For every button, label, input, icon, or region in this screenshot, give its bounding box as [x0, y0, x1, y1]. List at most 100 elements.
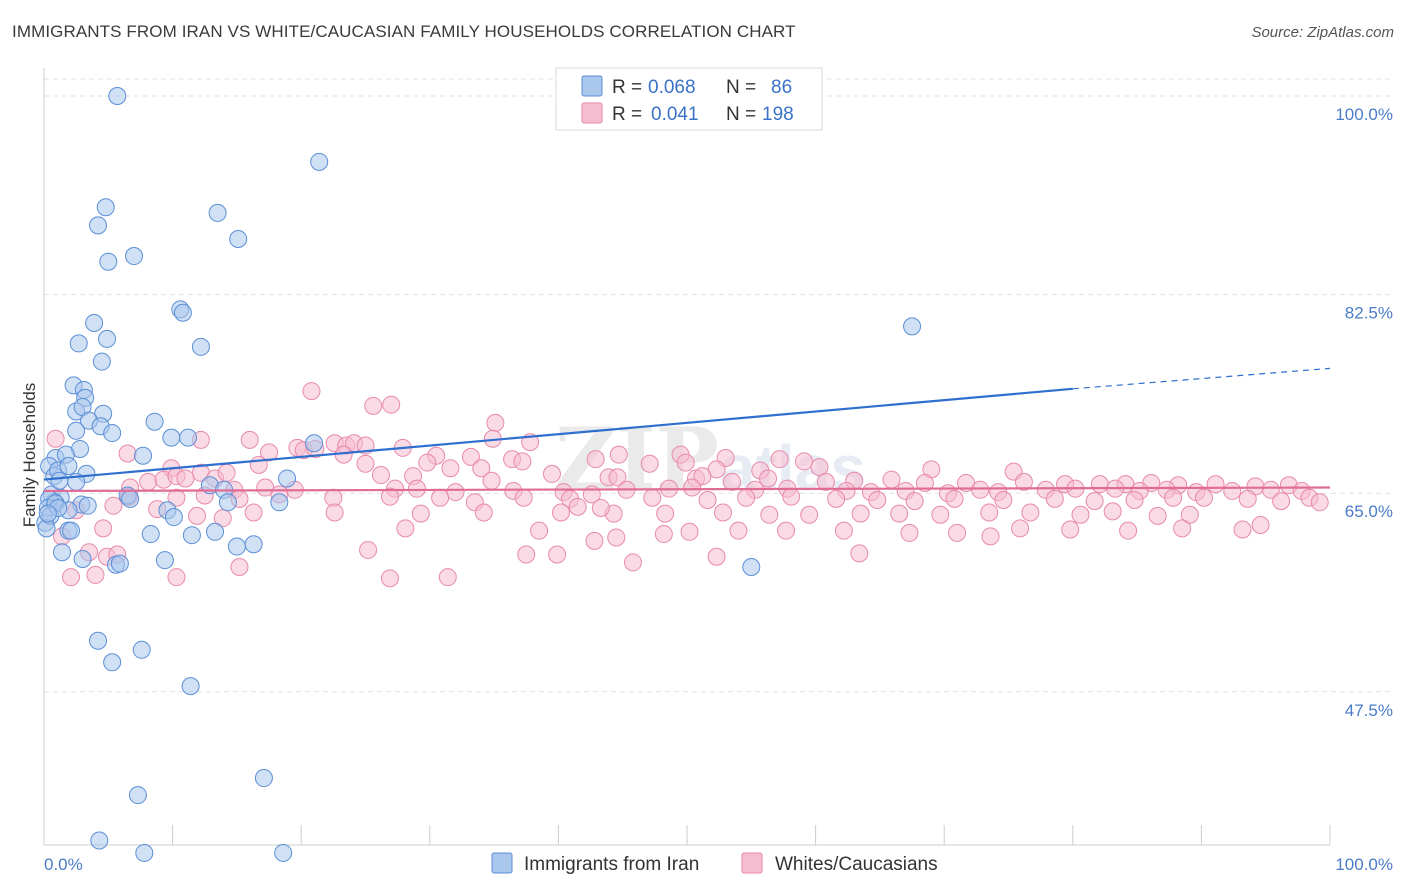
whites-point [244, 503, 263, 522]
whites-point [795, 452, 814, 471]
whites-point [260, 443, 279, 462]
whites-point [514, 488, 533, 507]
whites-point [1103, 502, 1122, 521]
whites-point [104, 496, 123, 515]
iran-point [134, 446, 153, 465]
whites-point [723, 472, 742, 491]
iran-point [53, 543, 72, 562]
legend-r-label-iran: R = [612, 77, 642, 98]
bottom-legend-label-whites: Whites/Caucasians [775, 854, 938, 875]
whites-point [707, 547, 726, 566]
legend-n-label-whites: N = [726, 104, 756, 125]
iran-point [182, 526, 201, 545]
y-tick-label: 100.0% [1335, 105, 1393, 124]
whites-point [890, 504, 909, 523]
whites-point [737, 488, 756, 507]
whites-point [1125, 491, 1144, 510]
whites-point [900, 523, 919, 542]
iran-point [278, 469, 297, 488]
whites-point [325, 503, 344, 522]
iran-point [110, 554, 129, 573]
whites-point [446, 483, 465, 502]
legend-swatch-whites [581, 102, 603, 124]
iran-point [181, 677, 200, 696]
iran-point [162, 428, 181, 447]
whites-point [693, 467, 712, 486]
iran-point [89, 216, 108, 235]
whites-point [1310, 493, 1329, 512]
whites-point [167, 568, 186, 587]
whites-point [827, 489, 846, 508]
whites-point [1206, 475, 1225, 494]
whites-point [1061, 520, 1080, 539]
iran-point [145, 412, 164, 431]
chart-title: IMMIGRANTS FROM IRAN VS WHITE/CAUCASIAN … [12, 22, 796, 41]
whites-point [46, 429, 65, 448]
whites-point [850, 544, 869, 563]
whites-point [118, 444, 137, 463]
whites-point [188, 506, 207, 525]
iran-point [191, 337, 210, 356]
whites-point [418, 453, 437, 472]
whites-point [411, 504, 430, 523]
whites-point [1223, 481, 1242, 500]
whites-point [396, 519, 415, 538]
whites-point [800, 505, 819, 524]
whites-point [585, 531, 604, 550]
whites-point [770, 450, 789, 469]
trend-line-iran [43, 387, 1073, 481]
iran-point [108, 87, 127, 106]
whites-point [380, 569, 399, 588]
iran-point [92, 352, 111, 371]
whites-point [382, 395, 401, 414]
iran-point [155, 551, 174, 570]
bottom-legend-swatch-iran [491, 852, 513, 874]
whites-point [931, 505, 950, 524]
whites-point [213, 509, 232, 528]
iran-point [121, 489, 140, 508]
whites-point [760, 505, 779, 524]
whites-point [868, 491, 887, 510]
whites-point [217, 463, 236, 482]
iran-point [141, 525, 160, 544]
iran-point [96, 198, 115, 217]
whites-point [915, 473, 934, 492]
iran-point [244, 535, 263, 554]
whites-point [472, 459, 491, 478]
whites-point [240, 430, 259, 449]
iran-point [132, 640, 151, 659]
iran-point [254, 769, 273, 788]
whites-point [971, 480, 990, 499]
whites-point [359, 540, 378, 559]
whites-point [1251, 515, 1270, 534]
legend-r-value-iran: 0.068 [648, 77, 696, 98]
whites-point [980, 503, 999, 522]
y-tick-label: 82.5% [1345, 304, 1393, 323]
y-tick-labels: 100.0% 82.5% 65.0% 47.5% [1335, 105, 1393, 720]
whites-point [698, 491, 717, 510]
whites-point [714, 503, 733, 522]
iran-point [206, 522, 225, 541]
whites-point [441, 459, 460, 478]
whites-point [1233, 520, 1252, 539]
iran-point [69, 334, 88, 353]
whites-point [591, 498, 610, 517]
iran-point [103, 424, 122, 443]
whites-point [834, 521, 853, 540]
whites-point [551, 503, 570, 522]
iran-point [67, 421, 86, 440]
whites-point [656, 504, 675, 523]
whites-point [945, 489, 964, 508]
whites-point [608, 468, 627, 487]
whites-point [167, 488, 186, 507]
whites-point [568, 497, 587, 516]
whites-point [905, 492, 924, 511]
whites-point [302, 382, 321, 401]
whites-point [1014, 472, 1033, 491]
whites-point [380, 487, 399, 506]
whites-point [1090, 475, 1109, 494]
whites-point [542, 464, 561, 483]
legend-swatch-iran [581, 75, 603, 97]
whites-point [586, 450, 605, 469]
iran-point [78, 496, 97, 515]
